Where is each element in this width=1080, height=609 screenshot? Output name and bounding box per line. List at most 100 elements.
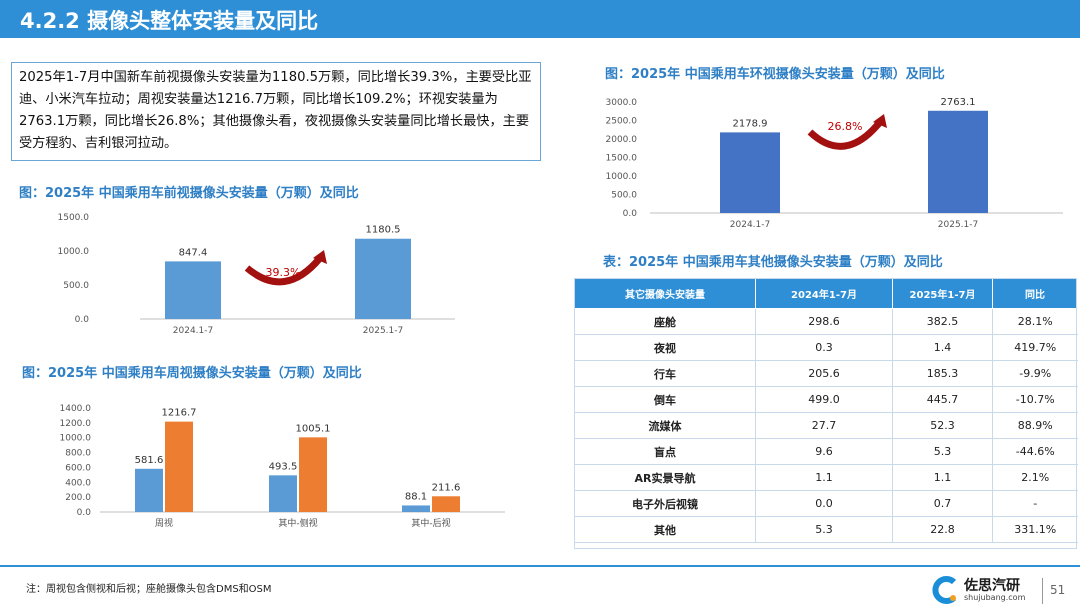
front-y-tick-label: 1000.0 [58,247,90,257]
front-growth-arrow [244,255,323,286]
surround-growth-arrow [807,119,883,150]
side-y-tick-label: 400.0 [65,478,91,488]
table-header-cell: 2025年1-7月 [892,278,993,309]
table-cell: 0.0 [755,490,893,517]
page-number-divider [1042,578,1043,604]
table-row: AR实景导航 1.1 1.1 2.1% [574,464,1078,491]
table-cell: 9.6 [755,438,893,465]
side-bar-series-0 [135,468,163,512]
footnote: 注：周视包含侧视和后视；座舱摄像头包含DMS和OSM [26,584,272,595]
surround-growth-label: 26.8% [828,120,863,133]
row-label: 行车 [574,360,756,387]
surround-y-tick-label: 2500.0 [606,117,638,127]
row-label: 电子外后视镜 [574,490,756,517]
table-cell: 1.1 [892,464,993,491]
table-cell: 27.7 [755,412,893,439]
table-row: 其他 5.3 22.8 331.1% [574,516,1078,543]
table-cell: 52.3 [892,412,993,439]
table-title: 表：2025年 中国乘用车其他摄像头安装量（万颗）及同比 [603,255,943,270]
side-y-tick-label: 800.0 [65,449,91,459]
row-label: 夜视 [574,334,756,361]
table-row: 流媒体 27.7 52.3 88.9% [574,412,1078,439]
side-x-tick-label: 周视 [155,517,173,529]
side-data-label: 493.5 [269,461,298,472]
page-number: 51 [1050,583,1066,597]
summary-box: 2025年1-7月中国新车前视摄像头安装量为1180.5万颗，同比增长39.3%… [11,62,541,161]
side-y-tick-label: 1000.0 [60,434,92,444]
table-cell: 5.3 [892,438,993,465]
table-header-cell: 同比 [992,278,1078,309]
side-data-label: 211.6 [432,482,461,493]
table-cell: -44.6% [992,438,1078,465]
row-label: 倒车 [574,386,756,413]
side-data-label: 1005.1 [296,423,331,434]
front-x-tick-label: 2025.1-7 [363,326,403,336]
side-y-tick-label: 0.0 [77,508,92,518]
table-row: 盲点 9.6 5.3 -44.6% [574,438,1078,465]
table-cell: 28.1% [992,308,1078,335]
row-label: 座舱 [574,308,756,335]
table-row: 倒车 499.0 445.7 -10.7% [574,386,1078,413]
surround-bar [720,132,780,213]
front-y-tick-label: 1500.0 [58,213,90,223]
table-header-row: 其它摄像头安装量 2024年1-7月 2025年1-7月 同比 [574,278,1078,309]
front-y-tick-label: 500.0 [63,281,89,291]
header-bar: 4.2.2 摄像头整体安装量及同比 [0,0,1080,38]
table-cell: 205.6 [755,360,893,387]
table-cell: 0.7 [892,490,993,517]
table-row: 座舱 298.6 382.5 28.1% [574,308,1078,335]
surround-x-tick-label: 2024.1-7 [730,220,770,230]
side-bar-series-0 [269,475,297,512]
front-data-label: 1180.5 [366,225,401,236]
table-cell: 419.7% [992,334,1078,361]
surround-data-label: 2763.1 [941,97,976,108]
table-cell: 0.3 [755,334,893,361]
table-cell: 5.3 [755,516,893,543]
row-label: AR实景导航 [574,464,756,491]
surround-bar [928,110,988,213]
front-chart-title: 图：2025年 中国乘用车前视摄像头安装量（万颗）及同比 [19,186,359,201]
table-header-cell: 其它摄像头安装量 [574,278,756,309]
surround-y-tick-label: 500.0 [611,191,637,201]
table-cell: - [992,490,1078,517]
logo-text: 佐思汽研 [964,578,1020,594]
table-cell: 382.5 [892,308,993,335]
front-data-label: 847.4 [179,247,208,258]
side-data-label: 581.6 [135,455,164,466]
front-y-tick-label: 0.0 [75,315,90,325]
side-chart-title: 图：2025年 中国乘用车周视摄像头安装量（万颗）及同比 [22,366,362,381]
table-cell: 1.1 [755,464,893,491]
surround-y-tick-label: 0.0 [623,209,638,219]
side-bar-series-1 [299,437,327,512]
side-y-tick-label: 1200.0 [60,419,92,429]
front-bar [355,238,411,319]
surround-y-tick-label: 2000.0 [606,135,638,145]
table-row: 行车 205.6 185.3 -9.9% [574,360,1078,387]
table-cell: 1.4 [892,334,993,361]
side-bar-series-1 [432,496,460,512]
table-row: 夜视 0.3 1.4 419.7% [574,334,1078,361]
table-row: 电子外后视镜 0.0 0.7- [574,490,1078,517]
front-growth-label: 39.3% [266,266,301,279]
logo-subtext: shujubang.com [964,593,1026,602]
front-bar [165,261,221,319]
page-title: 4.2.2 摄像头整体安装量及同比 [20,9,319,33]
side-data-label: 1216.7 [162,408,197,419]
surround-y-tick-label: 3000.0 [606,98,638,108]
row-label: 盲点 [574,438,756,465]
front-growth-arrowhead [313,250,327,264]
brand-logo: 佐思汽研 shujubang.com [928,573,1038,607]
side-x-tick-label: 其中-后视 [411,517,450,529]
surround-growth-arrowhead [873,114,887,128]
side-x-tick-label: 其中-侧视 [278,517,317,529]
side-bar-series-1 [165,421,193,512]
table-cell: 499.0 [755,386,893,413]
table-cell: 331.1% [992,516,1078,543]
side-y-tick-label: 600.0 [65,463,91,473]
footer-divider [0,565,1080,567]
row-label: 流媒体 [574,412,756,439]
table-cell: 2.1% [992,464,1078,491]
side-y-tick-label: 200.0 [65,493,91,503]
surround-y-tick-label: 1000.0 [606,172,638,182]
